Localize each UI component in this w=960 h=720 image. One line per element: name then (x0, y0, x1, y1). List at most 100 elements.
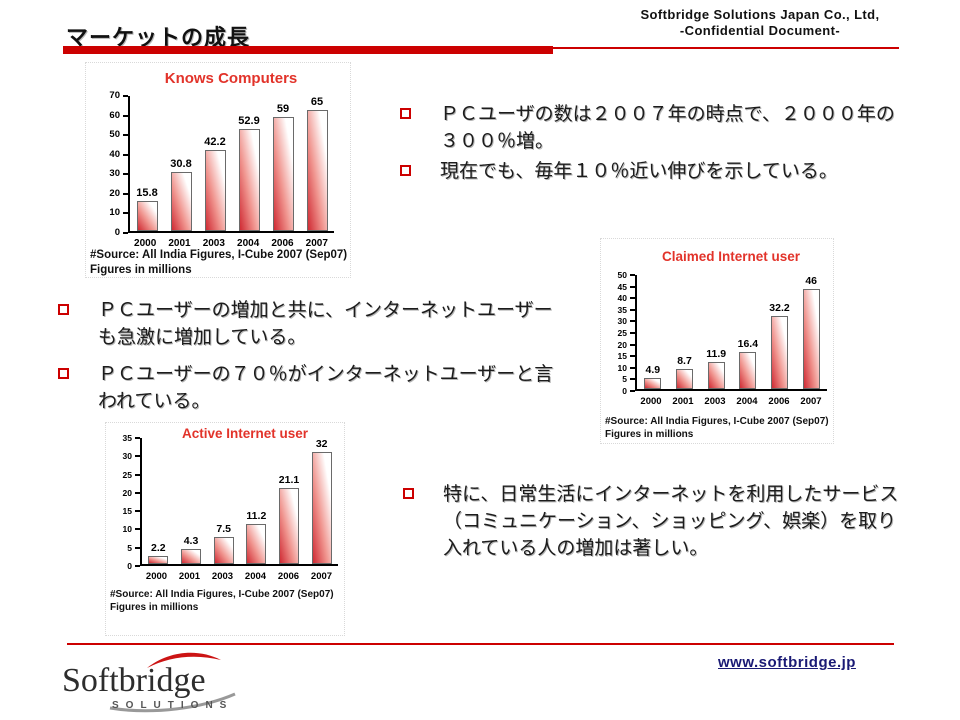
y-tick-mark (135, 473, 140, 476)
x-axis-labels: 2000 2001 2003 2004 2006 2007 (128, 238, 334, 249)
x-tick-label: 2006 (768, 396, 790, 407)
x-tick-label: 2006 (271, 238, 294, 249)
y-tick-mark (123, 232, 128, 234)
y-tick-label: 25 (601, 327, 635, 339)
y-tick-mark (123, 114, 128, 117)
y-tick-value: 10 (617, 362, 627, 373)
bar (306, 110, 328, 231)
bar-value-label: 2.2 (151, 542, 166, 555)
y-tick-mark (135, 546, 140, 549)
y-tick-value: 30 (617, 316, 627, 327)
y-tick-value: 5 (622, 374, 627, 385)
y-tick-mark (135, 455, 140, 458)
y-tick-value: 0 (622, 386, 627, 396)
bar-value-label: 46 (805, 275, 818, 287)
y-tick-value: 15 (122, 506, 132, 517)
y-tick-label: 50 (601, 269, 635, 281)
x-tick-label: 2006 (277, 571, 300, 582)
logo-gray-swoosh-icon (109, 692, 236, 713)
y-tick-value: 35 (617, 304, 627, 315)
bar-value-label: 30.8 (170, 157, 192, 170)
x-tick-label: 2000 (145, 571, 168, 582)
y-tick-label: 0 (601, 385, 635, 397)
y-tick-label: 10 (106, 523, 140, 535)
bar-value-label: 4.9 (645, 363, 661, 376)
bullet-text: ＰＣユーザの数は２００７年の時点で、２０００年の３００％増。 (440, 104, 895, 152)
bullet-item: ＰＣユーザの数は２００７年の時点で、２０００年の３００％増。 (400, 101, 920, 155)
logo-subtext: SOLUTIONS (112, 700, 234, 711)
y-tick-label: 5 (106, 542, 140, 554)
footer-url-link[interactable]: www.softbridge.jp (718, 654, 856, 671)
y-tick-mark (135, 510, 140, 513)
bullet-square-icon (58, 368, 69, 379)
bar-value-label: 11.9 (706, 347, 727, 360)
y-tick-value: 10 (109, 207, 120, 219)
y-tick-mark (630, 308, 635, 311)
y-tick-mark (630, 285, 635, 288)
y-tick-label: 20 (106, 487, 140, 499)
bar (707, 361, 725, 389)
y-tick-label: 25 (106, 469, 140, 481)
bar-value-label: 59 (276, 103, 290, 116)
y-tick-label: 35 (601, 304, 635, 316)
bar-value-label: 7.5 (216, 523, 231, 535)
bar-slot: 59 (266, 96, 300, 231)
x-tick-label: 2001 (168, 238, 191, 249)
y-tick-mark (135, 491, 140, 494)
y-tick-value: 50 (617, 270, 627, 280)
y-tick-mark (123, 173, 128, 176)
y-tick-value: 30 (122, 451, 132, 462)
bar (676, 369, 693, 389)
y-tick-value: 20 (122, 487, 132, 498)
y-tick-mark (630, 297, 635, 300)
plot-area: 4.9 8.7 11.9 16.4 32.2 46 (635, 275, 827, 391)
bar (136, 200, 158, 231)
x-axis-labels: 2000 2001 2003 2004 2006 2007 (140, 571, 338, 582)
y-tick-label: 10 (86, 207, 128, 219)
y-tick-label: 20 (86, 188, 128, 200)
bar-value-label: 32.2 (769, 301, 790, 314)
x-tick-label: 2007 (305, 238, 328, 249)
y-tick-value: 45 (617, 281, 627, 292)
bar-slot: 65 (300, 96, 334, 231)
bar-slot: 8.7 (669, 275, 701, 389)
x-tick-label: 2000 (640, 396, 662, 407)
bar (279, 488, 300, 564)
bar-slot: 11.9 (700, 275, 732, 389)
title-underline-bar (63, 46, 553, 54)
bar-slot: 32.2 (764, 275, 796, 389)
y-tick-value: 30 (109, 168, 120, 180)
plot-area: 15.8 30.8 42.2 52.9 59 65 (128, 96, 334, 233)
source-line: #Source: All India Figures, I-Cube 2007 … (110, 589, 334, 600)
y-tick-label: 30 (601, 315, 635, 327)
y-tick-label: 40 (86, 149, 128, 161)
chart-claimed-internet-user: Claimed Internet user 50 45 40 35 30 25 20 15 10 5… (600, 238, 834, 444)
company-header: Softbridge Solutions Japan Co., Ltd, -Co… (615, 7, 905, 39)
y-tick-value: 25 (122, 469, 132, 480)
bar-slot: 52.9 (232, 96, 266, 231)
y-tick-value: 20 (617, 339, 627, 350)
bar-value-label: 32 (315, 438, 328, 450)
bullet-text: 特に、日常生活にインターネットを利用したサービス（コミュニケーション、ショッピン… (443, 484, 899, 559)
y-tick-value: 0 (114, 227, 120, 238)
x-tick-label: 2004 (237, 238, 260, 249)
bar-value-label: 21.1 (278, 474, 300, 487)
x-tick-label: 2004 (244, 571, 267, 582)
bar (246, 523, 267, 564)
bar (148, 556, 169, 564)
bar (272, 117, 294, 231)
x-tick-label: 2000 (134, 238, 157, 249)
bar-slot: 4.3 (175, 438, 208, 564)
x-tick-label: 2004 (736, 396, 758, 407)
y-tick-label: 50 (86, 129, 128, 141)
bar-value-label: 65 (310, 96, 324, 108)
y-tick-value: 50 (109, 129, 120, 141)
bar (238, 128, 260, 231)
y-tick-mark (630, 355, 635, 358)
y-tick-label: 15 (601, 350, 635, 362)
x-tick-label: 2007 (800, 396, 822, 407)
header-rule-line (553, 47, 899, 49)
bullet-square-icon (403, 488, 414, 499)
bar-slot: 15.8 (130, 96, 164, 231)
